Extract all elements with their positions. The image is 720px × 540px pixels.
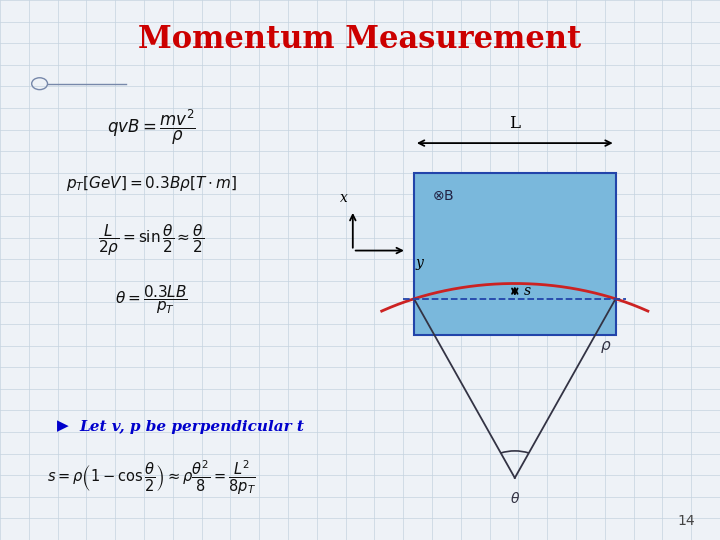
Text: L: L bbox=[509, 116, 521, 132]
Text: $\blacktriangleright$: $\blacktriangleright$ bbox=[54, 418, 71, 435]
Text: $qvB = \dfrac{mv^2}{\rho}$: $qvB = \dfrac{mv^2}{\rho}$ bbox=[107, 107, 196, 146]
Text: $s = \rho\left(1-\cos\dfrac{\theta}{2}\right) \approx \rho\dfrac{\theta^2}{8} = : $s = \rho\left(1-\cos\dfrac{\theta}{2}\r… bbox=[47, 459, 256, 497]
Text: Momentum Measurement: Momentum Measurement bbox=[138, 24, 582, 55]
Text: $\rho$: $\rho$ bbox=[600, 339, 611, 355]
Text: Let v, p be perpendicular t: Let v, p be perpendicular t bbox=[79, 420, 304, 434]
Text: $\otimes$B: $\otimes$B bbox=[432, 189, 454, 203]
Text: $\theta = \dfrac{0.3LB}{p_T}$: $\theta = \dfrac{0.3LB}{p_T}$ bbox=[114, 284, 188, 316]
Text: $\dfrac{L}{2\rho} = \sin\dfrac{\theta}{2} \approx \dfrac{\theta}{2}$: $\dfrac{L}{2\rho} = \sin\dfrac{\theta}{2… bbox=[98, 222, 204, 258]
Text: x: x bbox=[341, 191, 348, 205]
Text: y: y bbox=[415, 256, 423, 270]
Text: 14: 14 bbox=[678, 514, 695, 528]
Text: $\theta$: $\theta$ bbox=[510, 491, 520, 507]
Bar bbox=[414, 173, 616, 335]
Text: s: s bbox=[523, 284, 531, 298]
Text: $p_T[GeV] = 0.3B\rho[T \cdot m]$: $p_T[GeV] = 0.3B\rho[T \cdot m]$ bbox=[66, 174, 237, 193]
